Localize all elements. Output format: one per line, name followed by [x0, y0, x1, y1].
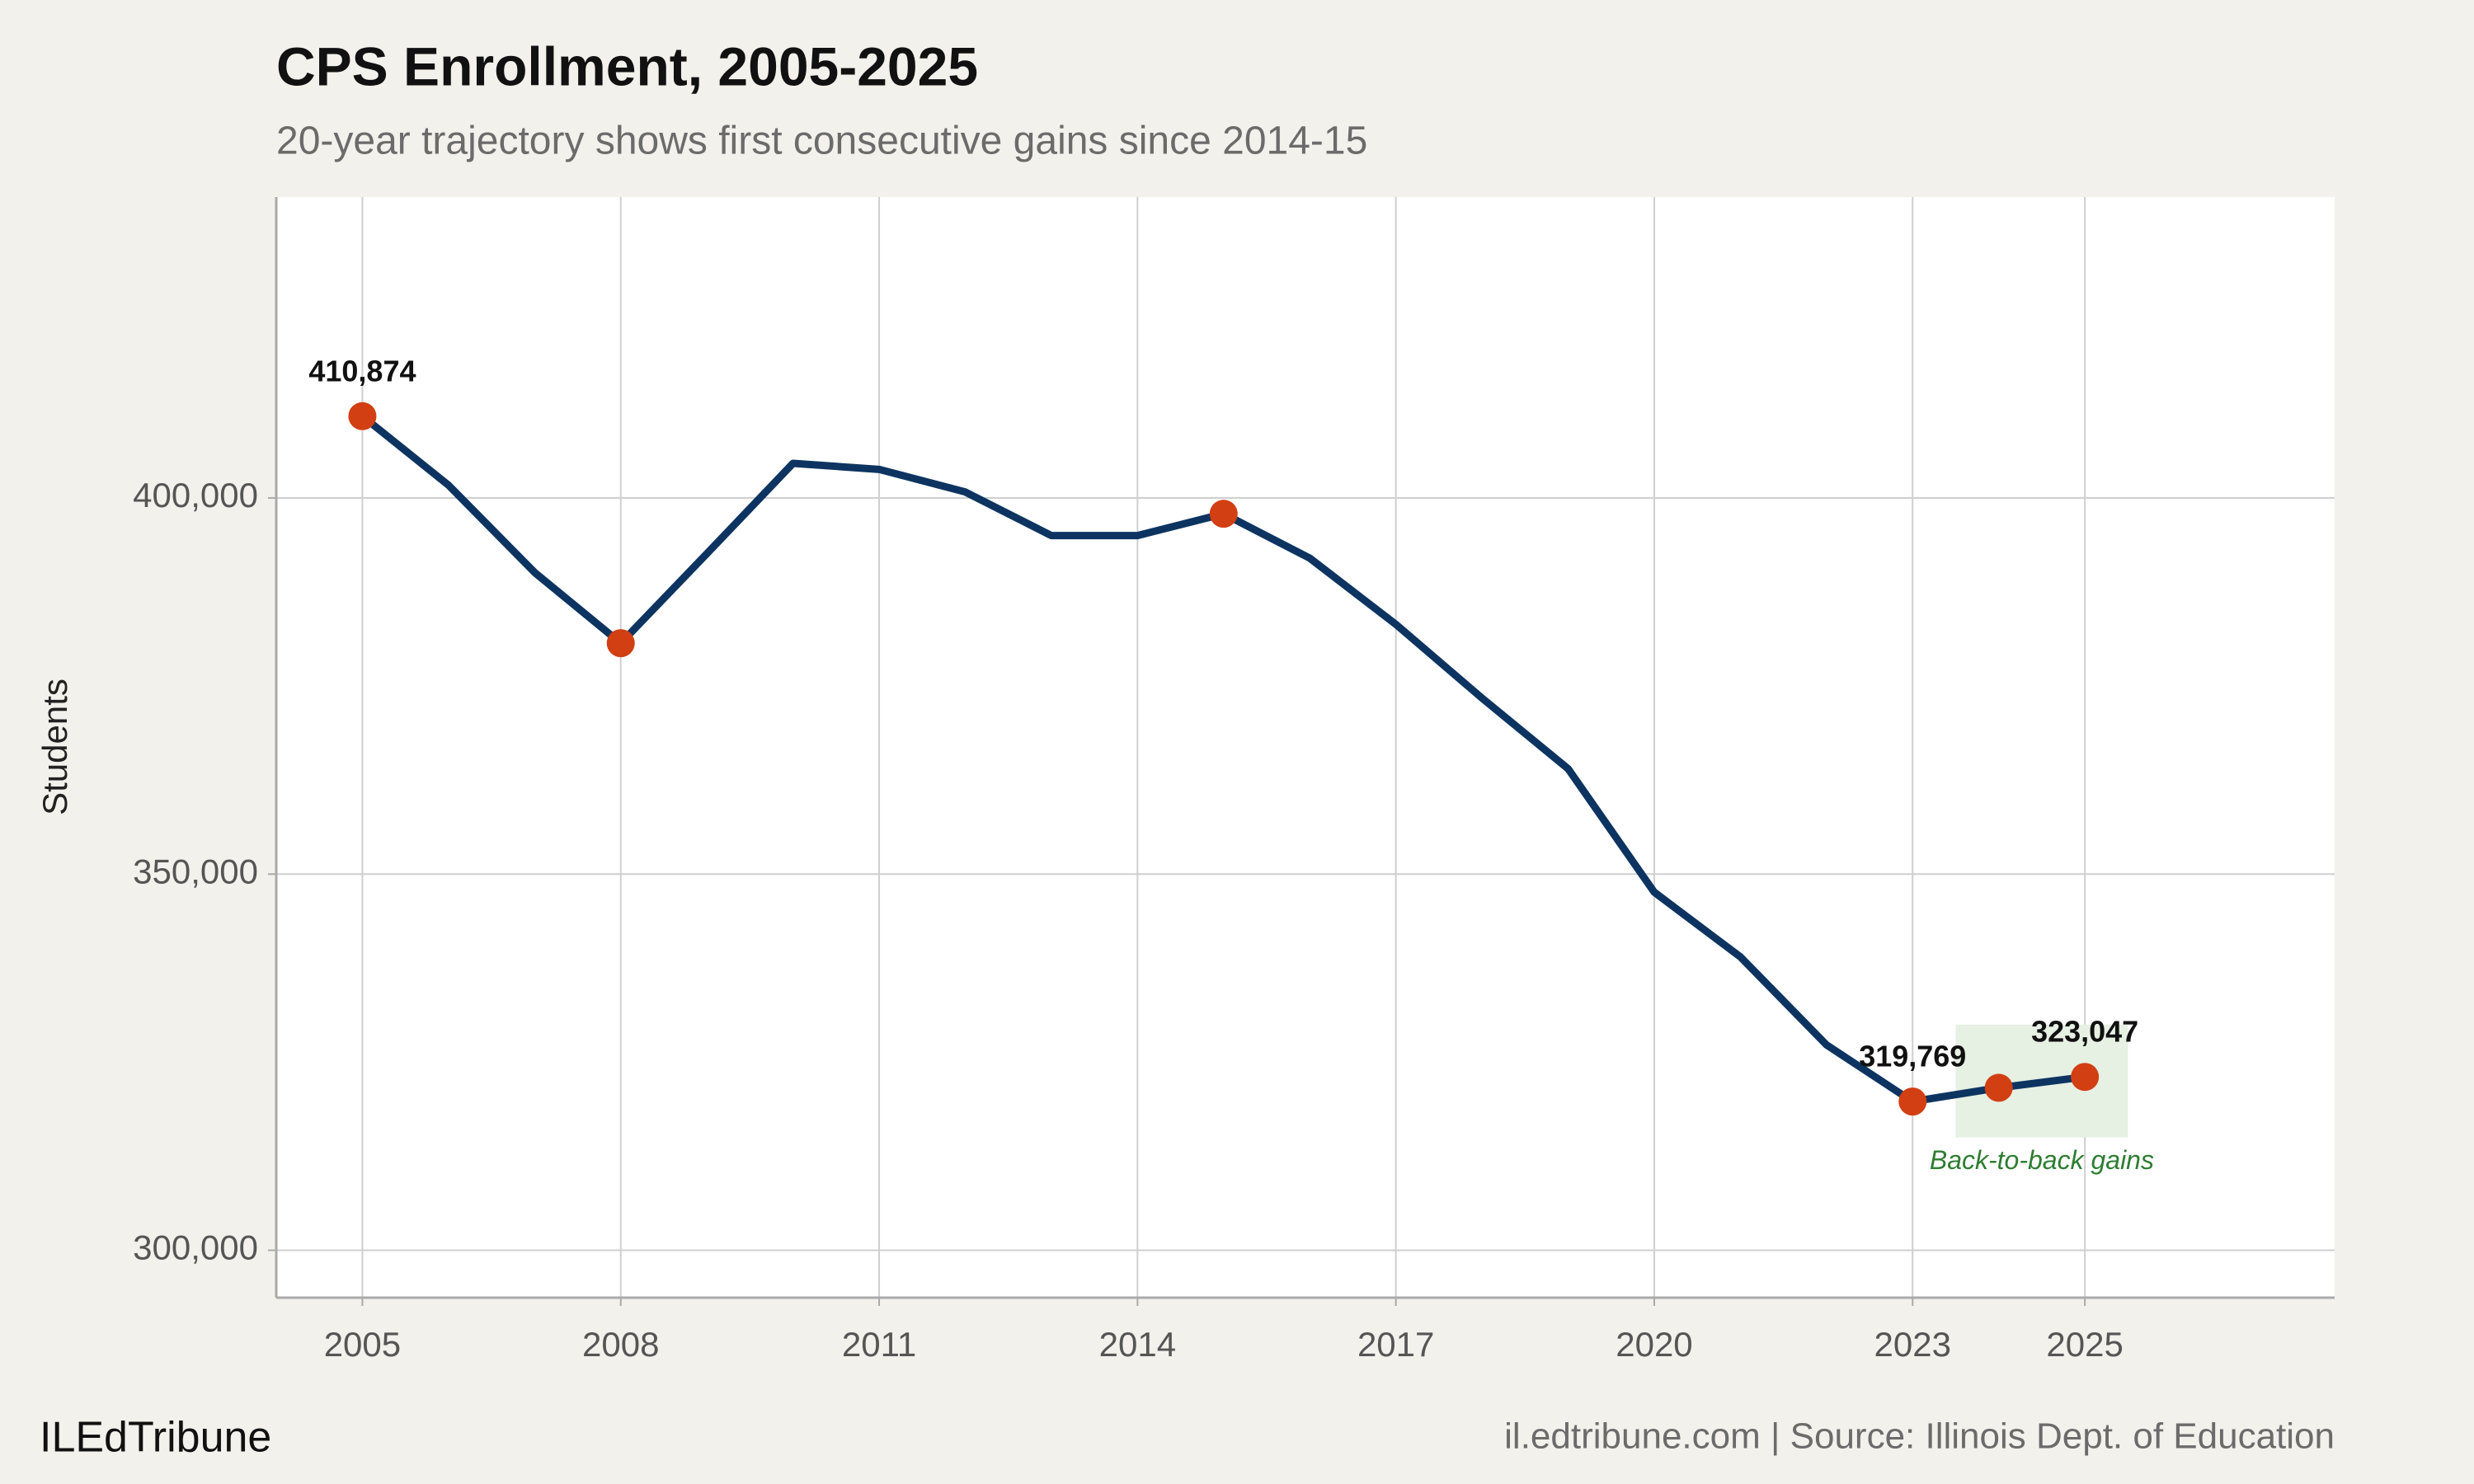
x-tick-label: 2025	[2046, 1325, 2123, 1364]
point	[606, 629, 635, 658]
footer-source: il.edtribune.com | Source: Illinois Dept…	[1504, 1416, 2335, 1457]
y-tick-label: 300,000	[133, 1228, 258, 1267]
point	[2071, 1063, 2100, 1092]
x-tick-label: 2011	[842, 1325, 916, 1364]
x-tick-label: 2020	[1616, 1325, 1692, 1364]
point	[1898, 1087, 1927, 1116]
x-tick-label: 2008	[582, 1325, 659, 1364]
data-label: 319,769	[1859, 1040, 1966, 1073]
point	[1984, 1073, 2013, 1102]
annotation: Back-to-back gains	[1930, 1145, 2154, 1175]
chart-title: CPS Enrollment, 2005-2025	[276, 35, 978, 96]
data-label: 323,047	[2031, 1015, 2138, 1049]
chart-subtitle: 20-year trajectory shows first consecuti…	[276, 120, 1367, 163]
x-tick-label: 2005	[324, 1325, 401, 1364]
y-tick-label: 400,000	[133, 476, 258, 514]
x-tick-label: 2023	[1874, 1325, 1951, 1364]
x-tick-label: 2014	[1099, 1325, 1176, 1364]
point	[348, 402, 377, 430]
point	[1209, 500, 1238, 528]
data-label: 410,874	[308, 354, 416, 387]
y-axis-label: Students	[35, 679, 74, 815]
x-tick-label: 2017	[1357, 1325, 1434, 1364]
footer-brand: ILEdTribune	[40, 1414, 271, 1462]
y-tick-label: 350,000	[133, 852, 258, 890]
